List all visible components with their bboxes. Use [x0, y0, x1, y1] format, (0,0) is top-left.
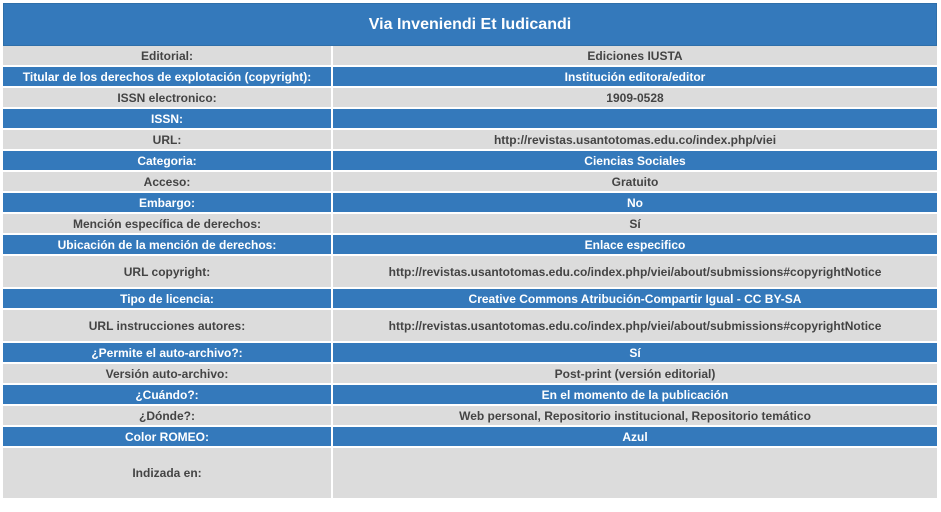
row-category: Categoria: Ciencias Sociales [3, 151, 937, 172]
row-label: Ubicación de la mención de derechos: [3, 235, 333, 256]
row-value: Creative Commons Atribución-Compartir Ig… [333, 289, 937, 310]
journal-title: Via Inveniendi Et Iudicandi [3, 3, 937, 46]
row-when: ¿Cuándo?: En el momento de la publicació… [3, 385, 937, 406]
row-license-type: Tipo de licencia: Creative Commons Atrib… [3, 289, 937, 310]
row-indexed-in: Indizada en: [3, 448, 937, 500]
row-value-link[interactable]: http://revistas.usantotomas.edu.co/index… [333, 130, 937, 151]
row-value: En el momento de la publicación [333, 385, 937, 406]
row-label: Editorial: [3, 46, 333, 67]
row-label: ISSN: [3, 109, 333, 130]
row-label: Versión auto-archivo: [3, 364, 333, 385]
row-label: Color ROMEO: [3, 427, 333, 448]
row-label: URL copyright: [3, 256, 333, 289]
row-value: Enlace especifico [333, 235, 937, 256]
row-value: Post-print (versión editorial) [333, 364, 937, 385]
row-embargo: Embargo: No [3, 193, 937, 214]
row-url-copyright: URL copyright: http://revistas.usantotom… [3, 256, 937, 289]
row-label: Embargo: [3, 193, 333, 214]
row-editorial: Editorial: Ediciones IUSTA [3, 46, 937, 67]
row-rights-location: Ubicación de la mención de derechos: Enl… [3, 235, 937, 256]
row-value: 1909-0528 [333, 88, 937, 109]
row-where: ¿Dónde?: Web personal, Repositorio insti… [3, 406, 937, 427]
row-value-link[interactable]: http://revistas.usantotomas.edu.co/index… [333, 256, 937, 289]
row-label: Indizada en: [3, 448, 333, 500]
row-copyright-holder: Titular de los derechos de explotación (… [3, 67, 937, 88]
journal-info-table: Editorial: Ediciones IUSTA Titular de lo… [3, 46, 937, 500]
row-url: URL: http://revistas.usantotomas.edu.co/… [3, 130, 937, 151]
row-self-archiving: ¿Permite el auto-archivo?: Sí [3, 343, 937, 364]
row-issn: ISSN: [3, 109, 937, 130]
row-label: Tipo de licencia: [3, 289, 333, 310]
row-value: Gratuito [333, 172, 937, 193]
row-label: URL: [3, 130, 333, 151]
row-access: Acceso: Gratuito [3, 172, 937, 193]
row-label: Mención específica de derechos: [3, 214, 333, 235]
row-author-instructions-url: URL instrucciones autores: http://revist… [3, 310, 937, 343]
row-value: No [333, 193, 937, 214]
row-value: Web personal, Repositorio institucional,… [333, 406, 937, 427]
row-value [333, 109, 937, 130]
row-label: ¿Dónde?: [3, 406, 333, 427]
row-label: ¿Permite el auto-archivo?: [3, 343, 333, 364]
row-value: Ciencias Sociales [333, 151, 937, 172]
row-romeo-color: Color ROMEO: Azul [3, 427, 937, 448]
row-value: Ediciones IUSTA [333, 46, 937, 67]
row-value-link[interactable]: http://revistas.usantotomas.edu.co/index… [333, 310, 937, 343]
row-label: Acceso: [3, 172, 333, 193]
row-value: Sí [333, 214, 937, 235]
row-issn-electronic: ISSN electronico: 1909-0528 [3, 88, 937, 109]
row-value: Azul [333, 427, 937, 448]
row-archive-version: Versión auto-archivo: Post-print (versió… [3, 364, 937, 385]
row-label: Categoria: [3, 151, 333, 172]
row-value: Sí [333, 343, 937, 364]
row-value [333, 448, 937, 500]
row-label: ISSN electronico: [3, 88, 333, 109]
row-label: Titular de los derechos de explotación (… [3, 67, 333, 88]
journal-info-panel: Via Inveniendi Et Iudicandi Editorial: E… [3, 3, 937, 500]
row-label: URL instrucciones autores: [3, 310, 333, 343]
row-rights-mention: Mención específica de derechos: Sí [3, 214, 937, 235]
row-label: ¿Cuándo?: [3, 385, 333, 406]
row-value: Institución editora/editor [333, 67, 937, 88]
